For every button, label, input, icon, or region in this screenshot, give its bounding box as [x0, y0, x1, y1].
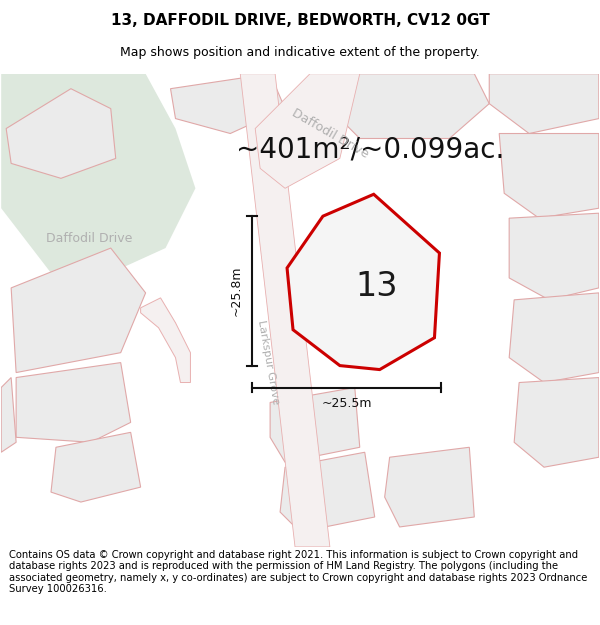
- Polygon shape: [16, 362, 131, 442]
- Polygon shape: [509, 213, 599, 300]
- Text: Map shows position and indicative extent of the property.: Map shows position and indicative extent…: [120, 46, 480, 59]
- Polygon shape: [1, 74, 196, 273]
- Polygon shape: [170, 74, 285, 134]
- Polygon shape: [489, 74, 599, 134]
- Polygon shape: [240, 74, 330, 547]
- Polygon shape: [310, 218, 400, 340]
- Text: ~401m²/~0.099ac.: ~401m²/~0.099ac.: [236, 136, 504, 163]
- Polygon shape: [1, 378, 16, 452]
- Polygon shape: [385, 448, 475, 527]
- Polygon shape: [499, 134, 599, 218]
- Text: ~25.8m: ~25.8m: [229, 266, 242, 316]
- Polygon shape: [330, 74, 489, 139]
- Polygon shape: [270, 388, 360, 462]
- Text: 13, DAFFODIL DRIVE, BEDWORTH, CV12 0GT: 13, DAFFODIL DRIVE, BEDWORTH, CV12 0GT: [110, 13, 490, 28]
- Polygon shape: [140, 298, 190, 382]
- Text: ~25.5m: ~25.5m: [322, 398, 372, 411]
- Polygon shape: [51, 432, 140, 502]
- Polygon shape: [280, 452, 375, 532]
- Polygon shape: [514, 378, 599, 468]
- Text: 13: 13: [355, 270, 398, 303]
- Polygon shape: [11, 248, 146, 372]
- Polygon shape: [509, 293, 599, 382]
- Text: Larkspur Grove: Larkspur Grove: [256, 319, 280, 406]
- Polygon shape: [287, 194, 439, 369]
- Text: Daffodil Drive: Daffodil Drive: [289, 106, 371, 161]
- Polygon shape: [6, 89, 116, 178]
- Polygon shape: [255, 74, 360, 188]
- Text: Contains OS data © Crown copyright and database right 2021. This information is : Contains OS data © Crown copyright and d…: [9, 549, 587, 594]
- Text: Daffodil Drive: Daffodil Drive: [46, 232, 132, 244]
